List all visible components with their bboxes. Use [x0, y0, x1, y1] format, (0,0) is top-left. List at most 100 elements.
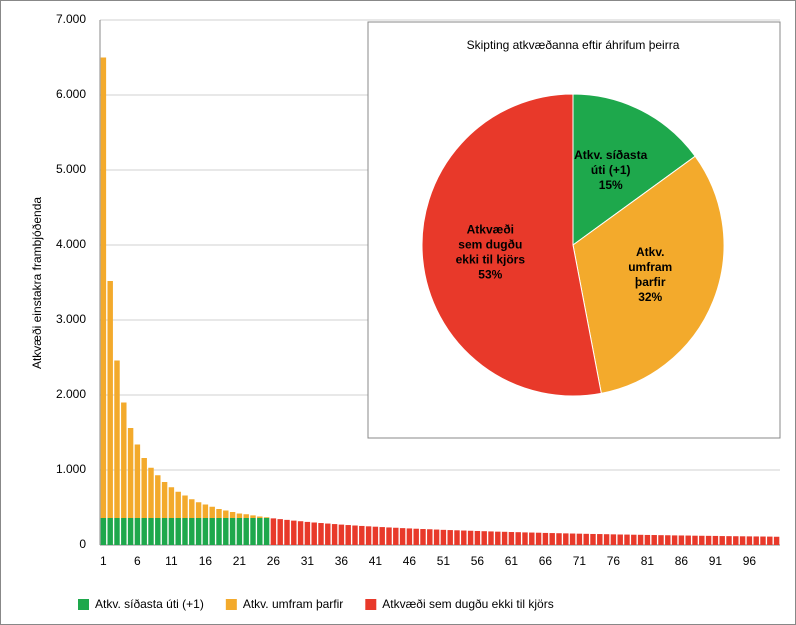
- bar-segment: [229, 518, 236, 545]
- bar-segment: [114, 518, 120, 545]
- bar-segment: [263, 518, 270, 545]
- y-tick-label: 2.000: [56, 387, 86, 401]
- legend-label: Atkv. síðasta úti (+1): [95, 597, 204, 611]
- bar-segment: [393, 527, 399, 545]
- bar-segment: [338, 524, 345, 545]
- bar-segment: [406, 528, 413, 545]
- bar-segment: [209, 518, 215, 545]
- bar-segment: [712, 535, 719, 545]
- x-tick-label: 11: [165, 554, 178, 568]
- pie-label: úti (+1): [591, 163, 631, 177]
- bar-segment: [229, 512, 236, 518]
- x-tick-label: 31: [301, 554, 315, 568]
- bar-segment: [474, 530, 481, 545]
- bar-segment: [168, 518, 175, 545]
- bar-segment: [427, 529, 433, 545]
- bar-segment: [529, 532, 535, 545]
- pie-label: umfram: [628, 260, 672, 274]
- bar-segment: [535, 532, 542, 545]
- y-tick-label: 0: [79, 537, 86, 551]
- bar-segment: [515, 532, 521, 545]
- x-tick-label: 86: [675, 554, 689, 568]
- y-axis-label: Atkvæði einstakra frambjóðenda: [30, 197, 44, 369]
- y-tick-label: 7.000: [56, 12, 86, 26]
- bar-segment: [733, 536, 739, 545]
- bar-segment: [624, 534, 630, 545]
- bar-segment: [671, 535, 678, 545]
- bar-segment: [563, 533, 569, 545]
- y-tick-label: 5.000: [56, 162, 86, 176]
- pie-label: Atkv.: [636, 245, 664, 259]
- y-tick-label: 1.000: [56, 462, 86, 476]
- bar-segment: [692, 535, 698, 545]
- x-tick-label: 21: [233, 554, 247, 568]
- pie-label: sem dugðu: [458, 237, 522, 251]
- bar-segment: [189, 518, 195, 545]
- bar-segment: [501, 531, 508, 545]
- bar-segment: [345, 525, 351, 545]
- bar-segment: [447, 530, 453, 545]
- bar-segment: [767, 536, 773, 545]
- y-tick-label: 6.000: [56, 87, 86, 101]
- x-tick-label: 6: [134, 554, 141, 568]
- bar-segment: [685, 535, 691, 545]
- bar-segment: [141, 518, 147, 545]
- x-tick-label: 16: [199, 554, 213, 568]
- bar-segment: [467, 530, 474, 545]
- bar-segment: [522, 532, 528, 545]
- bar-segment: [631, 534, 637, 545]
- bar-segment: [250, 515, 256, 518]
- pie-value-label: 32%: [638, 290, 662, 304]
- bar-segment: [195, 518, 202, 545]
- bar-segment: [488, 531, 494, 545]
- bar-segment: [148, 467, 154, 518]
- bar-segment: [508, 532, 515, 545]
- bar-segment: [141, 458, 147, 518]
- bar-segment: [637, 534, 644, 545]
- x-tick-label: 76: [607, 554, 621, 568]
- bar-segment: [100, 57, 107, 518]
- bar-segment: [461, 530, 467, 545]
- bar-segment: [597, 534, 603, 545]
- bar-segment: [216, 509, 222, 518]
- bar-segment: [440, 529, 447, 545]
- bar-segment: [433, 529, 440, 545]
- bar-segment: [678, 535, 685, 545]
- bar-segment: [699, 535, 705, 545]
- legend-swatch: [365, 599, 377, 610]
- bar-segment: [223, 518, 229, 545]
- pie-label: ekki til kjörs: [456, 252, 526, 266]
- pie-label: þarfir: [635, 275, 666, 289]
- bar-segment: [161, 518, 168, 545]
- pie-value-label: 15%: [599, 178, 623, 192]
- bar-segment: [257, 518, 263, 545]
- bar-segment: [569, 533, 576, 545]
- bar-segment: [107, 281, 113, 518]
- bar-segment: [277, 519, 283, 545]
- x-tick-label: 56: [471, 554, 485, 568]
- y-tick-label: 4.000: [56, 237, 86, 251]
- bar-segment: [243, 518, 249, 545]
- bar-segment: [746, 536, 753, 545]
- legend-label: Atkv. umfram þarfir: [243, 597, 343, 611]
- x-tick-label: 96: [743, 554, 757, 568]
- bar-segment: [753, 536, 759, 545]
- bar-segment: [481, 531, 487, 545]
- bar-segment: [583, 533, 589, 545]
- bar-segment: [665, 535, 671, 545]
- bar-segment: [134, 444, 141, 518]
- bar-segment: [705, 535, 712, 545]
- bar-segment: [331, 524, 338, 545]
- bar-segment: [719, 536, 725, 545]
- bar-segment: [576, 533, 583, 545]
- bar-segment: [644, 534, 651, 545]
- bar-segment: [202, 504, 209, 518]
- bar-segment: [352, 525, 358, 545]
- bar-segment: [127, 428, 134, 518]
- bar-segment: [284, 519, 290, 545]
- bar-segment: [386, 527, 392, 545]
- pie-label: Atkvæði: [467, 222, 514, 236]
- bar-segment: [127, 518, 134, 545]
- bar-segment: [175, 518, 181, 545]
